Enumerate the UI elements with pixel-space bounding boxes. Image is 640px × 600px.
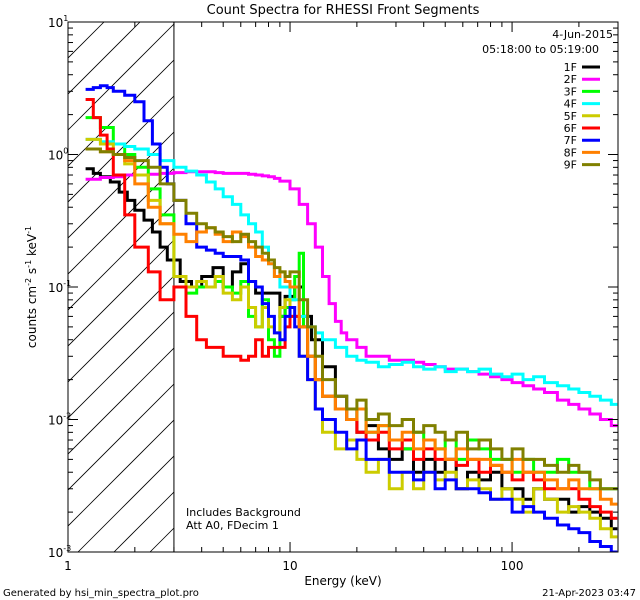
y-label-part-2: s bbox=[25, 268, 39, 278]
x-tick-label: 10 bbox=[282, 559, 297, 573]
y-tick-label: 10-2 bbox=[48, 412, 71, 428]
legend-label-8F: 8F bbox=[564, 146, 577, 159]
tick-layer: 1 10 100 101 100 10-1 10-2 10-3 bbox=[48, 14, 619, 573]
date-label: 4-Jun-2015 bbox=[552, 28, 613, 41]
legend-label-2F: 2F bbox=[564, 73, 577, 86]
chart-title: Count Spectra for RHESSI Front Segments bbox=[207, 3, 480, 18]
hatch-line bbox=[68, 22, 177, 131]
time-range-label: 05:18:00 to 05:19:00 bbox=[482, 43, 599, 56]
legend-label-7F: 7F bbox=[564, 134, 577, 147]
hatch-line bbox=[68, 22, 213, 167]
legend-label-3F: 3F bbox=[564, 85, 577, 98]
x-tick-label: 1 bbox=[64, 559, 72, 573]
x-tick-label: 100 bbox=[501, 559, 524, 573]
series-line-7F bbox=[85, 84, 618, 552]
legend-label-4F: 4F bbox=[564, 98, 577, 111]
y-tick-label: 100 bbox=[48, 147, 68, 163]
legend-label-6F: 6F bbox=[564, 122, 577, 135]
y-label-part-3: -1 bbox=[24, 260, 33, 268]
att-note: Att A0, FDecim 1 bbox=[186, 519, 279, 532]
y-tick-label: 101 bbox=[48, 14, 68, 30]
hatch-line bbox=[68, 22, 249, 203]
y-label-part-1: -2 bbox=[24, 278, 33, 286]
y-tick-label: 10-3 bbox=[48, 544, 71, 560]
series-line-4F bbox=[85, 137, 618, 406]
series-line-9F bbox=[85, 147, 618, 491]
background-note: Includes Background bbox=[186, 506, 301, 519]
legend-label-5F: 5F bbox=[564, 110, 577, 123]
series-line-2F bbox=[85, 170, 618, 428]
y-label-part-5: -1 bbox=[24, 226, 33, 234]
y-label-part-4: keV bbox=[25, 233, 39, 260]
y-tick-label: 10-1 bbox=[48, 279, 71, 295]
y-label-part-0: counts cm bbox=[25, 286, 39, 348]
legend-label-9F: 9F bbox=[564, 159, 577, 172]
series-layer bbox=[85, 84, 618, 552]
timestamp-label: 21-Apr-2023 03:47 bbox=[542, 588, 636, 599]
legend-label-1F: 1F bbox=[564, 61, 577, 74]
x-axis-label: Energy (keV) bbox=[304, 574, 381, 588]
y-axis-label: counts cm-2 s-1 keV-1 bbox=[24, 226, 39, 348]
generated-by-label: Generated by hsi_min_spectra_plot.pro bbox=[3, 588, 199, 599]
